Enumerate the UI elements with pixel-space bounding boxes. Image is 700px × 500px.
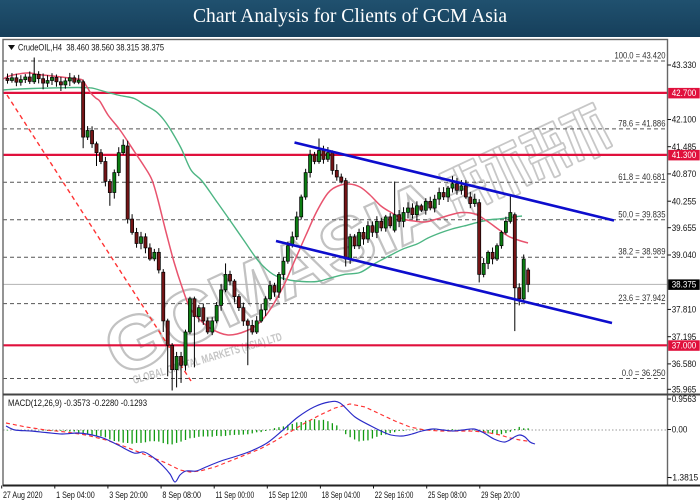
svg-text:CrudeOIL,H4 38.460 38.560 38.: CrudeOIL,H4 38.460 38.560 38.315 38.375 [18, 43, 164, 53]
svg-text:22 Sep 16:00: 22 Sep 16:00 [375, 490, 414, 500]
svg-text:1 Sep 04:00: 1 Sep 04:00 [56, 490, 95, 500]
svg-text:MACD(12,26,9) -0.3573 -0.2280: MACD(12,26,9) -0.3573 -0.2280 -0.1293 [8, 398, 147, 409]
svg-text:78.6 = 41.886: 78.6 = 41.886 [618, 118, 665, 128]
svg-text:18 Sep 04:00: 18 Sep 04:00 [322, 490, 361, 500]
svg-text:41.300: 41.300 [672, 150, 697, 161]
svg-text:40.870: 40.870 [672, 169, 697, 180]
svg-text:40.255: 40.255 [672, 196, 697, 207]
svg-text:0.00: 0.00 [672, 425, 688, 436]
svg-text:61.8 = 40.681: 61.8 = 40.681 [618, 172, 665, 182]
svg-text:25 Sep 08:00: 25 Sep 08:00 [428, 490, 467, 500]
svg-text:38.2 = 38.989: 38.2 = 38.989 [618, 247, 665, 257]
svg-text:43.330: 43.330 [672, 60, 697, 71]
svg-text:37.810: 37.810 [672, 305, 697, 316]
svg-text:50.0 = 39.835: 50.0 = 39.835 [618, 209, 665, 219]
svg-text:35.965: 35.965 [672, 385, 697, 396]
svg-text:41.485: 41.485 [672, 142, 697, 153]
svg-text:0.9563: 0.9563 [672, 394, 697, 405]
svg-text:36.580: 36.580 [672, 359, 697, 370]
svg-text:8 Sep 08:00: 8 Sep 08:00 [162, 490, 201, 500]
svg-text:15 Sep 12:00: 15 Sep 12:00 [269, 490, 308, 500]
svg-text:37.000: 37.000 [672, 341, 697, 352]
svg-text:42.700: 42.700 [672, 88, 697, 99]
svg-text:38.375: 38.375 [672, 280, 697, 291]
svg-text:27 Aug 2020: 27 Aug 2020 [3, 490, 43, 500]
svg-text:11 Sep 00:00: 11 Sep 00:00 [216, 490, 255, 500]
svg-text:Chart Analysis for Clients of: Chart Analysis for Clients of GCM Asia [193, 5, 507, 27]
svg-text:100.0 = 43.420: 100.0 = 43.420 [615, 51, 666, 61]
svg-text:39.655: 39.655 [672, 223, 697, 234]
svg-text:29 Sep 20:00: 29 Sep 20:00 [481, 490, 520, 500]
svg-text:37.195: 37.195 [672, 332, 697, 343]
svg-text:0.0 = 36.250: 0.0 = 36.250 [622, 368, 666, 378]
svg-text:42.100: 42.100 [672, 115, 697, 126]
svg-text:39.040: 39.040 [672, 250, 697, 261]
svg-text:-1.3815: -1.3815 [670, 473, 699, 484]
svg-text:3 Sep 20:00: 3 Sep 20:00 [109, 490, 148, 500]
svg-text:23.6 = 37.942: 23.6 = 37.942 [618, 293, 665, 303]
